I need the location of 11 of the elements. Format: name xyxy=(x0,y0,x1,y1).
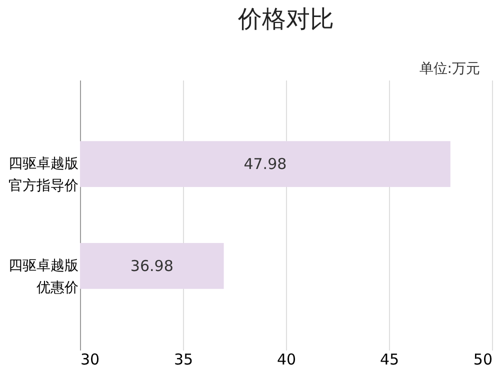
x-tick-label: 40 xyxy=(276,350,296,368)
data-label: 36.98 xyxy=(130,256,174,275)
x-tick-label: 50 xyxy=(473,350,492,368)
data-label: 47.98 xyxy=(244,155,287,174)
x-tick-label: 30 xyxy=(80,350,100,368)
text: 单位:万元 xyxy=(419,61,480,77)
x-tick-label: 35 xyxy=(174,350,194,368)
y-tick-label: 四驱卓越版优惠价 xyxy=(8,258,78,296)
chart-title: 价格对比 xyxy=(237,5,334,33)
y-tick-label: 四驱卓越版官方指导价 xyxy=(8,156,78,194)
x-tick-label: 45 xyxy=(380,350,400,368)
